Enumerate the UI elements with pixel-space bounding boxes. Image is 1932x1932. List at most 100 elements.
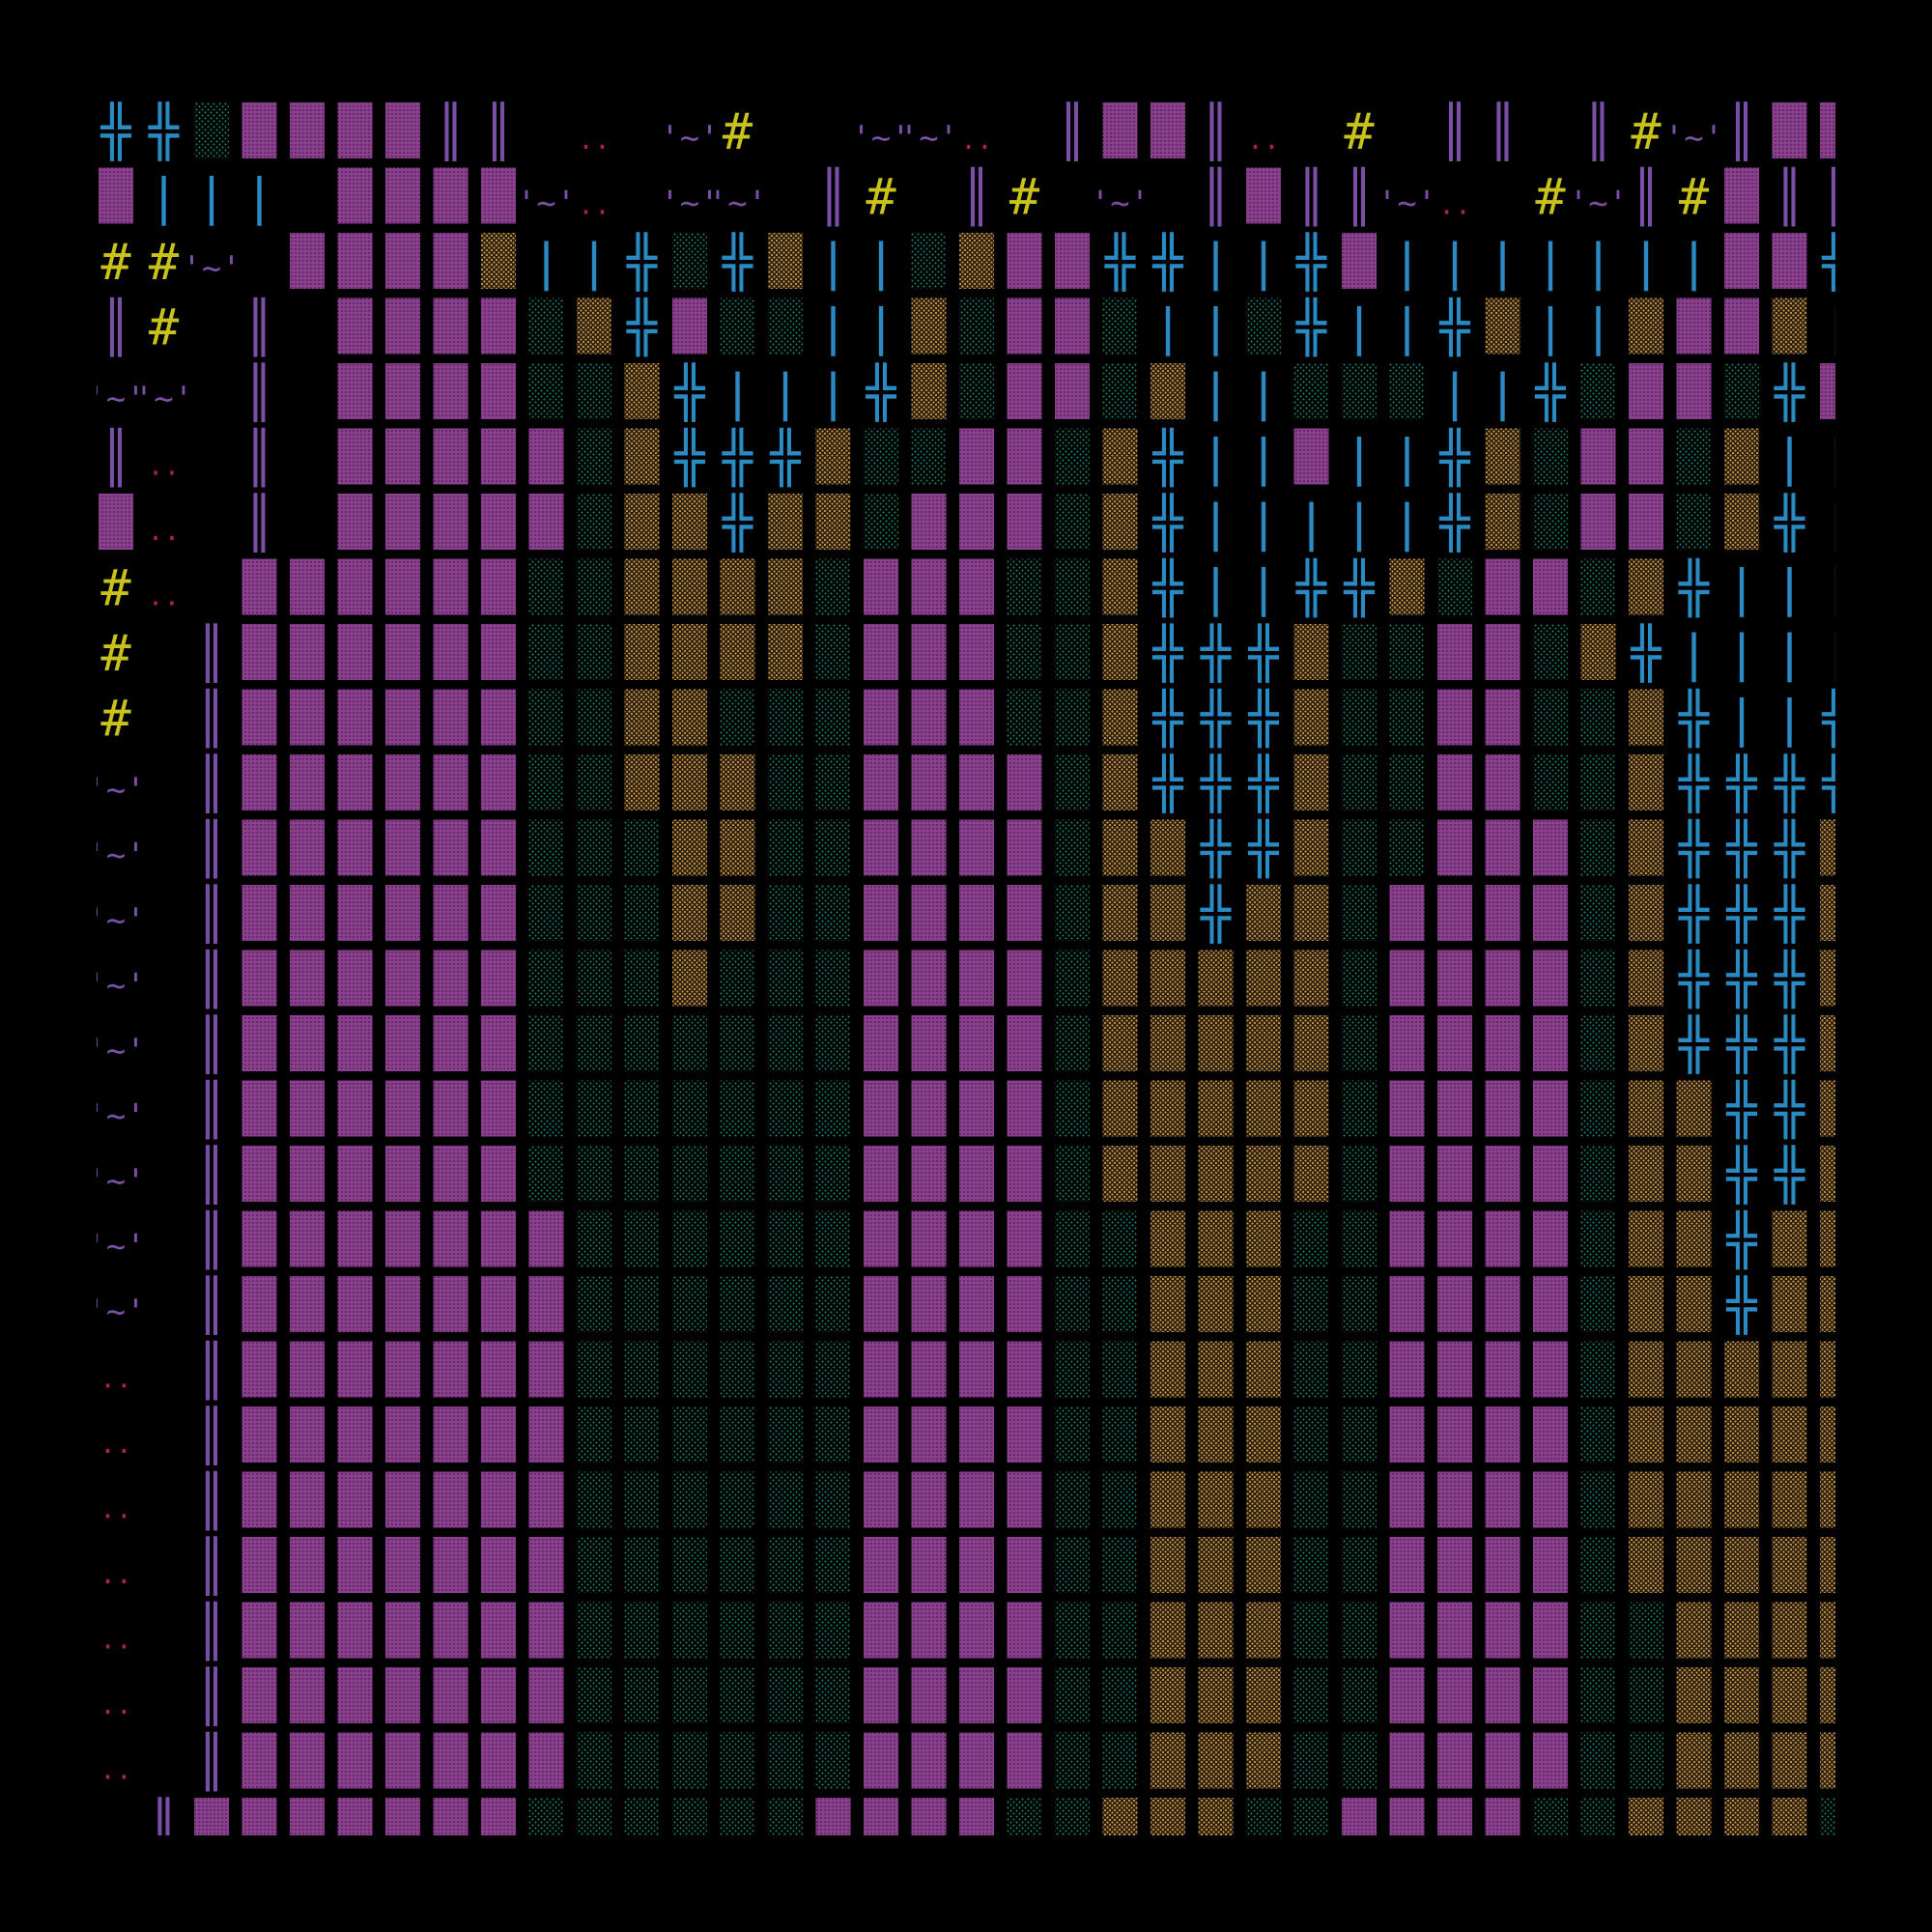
glyph-B: ╬: [1725, 884, 1758, 944]
block-magenta: [99, 167, 133, 224]
block-magenta: [1485, 819, 1520, 876]
glyph-b: |: [1439, 364, 1469, 422]
block-tan: [1820, 1080, 1835, 1137]
block-tan: [959, 233, 994, 289]
block-teal: [815, 885, 851, 941]
block-tan: [1629, 1276, 1663, 1332]
block-tan: [1246, 1732, 1281, 1789]
block-teal: [1342, 950, 1377, 1007]
block-teal: [1437, 558, 1472, 615]
block-magenta: [242, 1406, 277, 1463]
block-magenta: [1485, 689, 1520, 746]
block-teal: [577, 689, 611, 746]
block-magenta: [433, 819, 469, 876]
block-teal: [1580, 885, 1616, 941]
block-teal: [1293, 1276, 1329, 1332]
block-magenta: [1533, 1732, 1568, 1789]
block-magenta: [337, 428, 373, 485]
block-magenta: [1533, 950, 1568, 1007]
block-teal: [768, 1341, 803, 1398]
block-magenta: [911, 1471, 947, 1528]
block-teal: [1676, 494, 1712, 550]
block-magenta: [337, 102, 373, 158]
glyph-B: ╬: [1247, 623, 1280, 683]
glyph-P: ║: [244, 428, 274, 488]
glyph-B: ╬: [1247, 819, 1280, 879]
block-magenta: [1389, 1080, 1425, 1137]
block-magenta: [1437, 1406, 1472, 1463]
block-magenta: [1437, 1667, 1472, 1723]
glyph-B: ╬: [1725, 1080, 1758, 1140]
glyph-b: |: [1201, 495, 1231, 553]
block-magenta: [433, 1080, 469, 1137]
glyph-Y: #: [1009, 169, 1040, 227]
glyph-W: '~': [97, 837, 146, 875]
block-magenta: [528, 1406, 564, 1463]
block-teal: [672, 1406, 707, 1463]
block-tan: [1151, 1080, 1185, 1137]
block-magenta: [911, 1667, 947, 1723]
block-tan: [1102, 624, 1138, 680]
glyph-P: ║: [196, 623, 226, 683]
block-magenta: [1389, 1732, 1425, 1789]
block-tan: [815, 428, 851, 485]
block-teal: [720, 1146, 755, 1202]
block-teal: [528, 298, 564, 355]
block-tan: [911, 363, 947, 419]
block-teal: [1102, 1406, 1138, 1463]
block-magenta: [911, 885, 947, 941]
block-teal: [672, 1732, 707, 1789]
block-magenta: [385, 428, 420, 485]
block-magenta: [290, 1210, 325, 1267]
block-magenta: [337, 819, 373, 876]
glyph-Y: #: [1535, 169, 1566, 227]
block-magenta: [337, 363, 373, 419]
block-magenta: [1485, 558, 1520, 615]
block-magenta: [290, 1276, 325, 1332]
block-tan: [1246, 1471, 1281, 1528]
glyph-B: ╬: [1200, 689, 1233, 749]
glyph-b: |: [1822, 299, 1835, 357]
block-teal: [1342, 363, 1377, 419]
block-teal: [1102, 363, 1138, 419]
block-teal: [528, 1798, 564, 1835]
glyph-D: ..: [148, 581, 181, 612]
block-magenta: [1055, 298, 1090, 355]
glyph-W: '~': [134, 380, 193, 418]
block-magenta: [433, 1471, 469, 1528]
glyph-W: '~': [182, 249, 241, 288]
block-teal: [1293, 1602, 1329, 1659]
block-magenta: [1724, 167, 1759, 224]
block-tan: [1246, 1602, 1281, 1659]
block-magenta: [864, 819, 898, 876]
block-magenta: [385, 363, 420, 419]
block-magenta: [1389, 1537, 1425, 1593]
block-teal: [1293, 1210, 1329, 1267]
block-teal: [1389, 819, 1425, 876]
block-teal: [1342, 1210, 1377, 1267]
block-magenta: [433, 494, 469, 550]
block-tan: [1820, 1406, 1835, 1463]
glyph-W: '~': [97, 901, 146, 940]
block-teal: [672, 1471, 707, 1528]
block-magenta: [290, 819, 325, 876]
block-tan: [672, 754, 707, 810]
block-magenta: [481, 428, 516, 485]
glyph-D: ..: [99, 1689, 132, 1720]
block-magenta: [959, 1080, 994, 1137]
glyph-P: ║: [1775, 167, 1804, 227]
block-tan: [1820, 1667, 1835, 1723]
block-magenta: [911, 1537, 947, 1593]
block-magenta: [1007, 754, 1042, 810]
glyph-P: ║: [196, 1406, 226, 1465]
glyph-B: ╬: [673, 428, 706, 488]
block-magenta: [911, 1732, 947, 1789]
block-magenta: [337, 1080, 373, 1137]
block-teal: [1580, 689, 1616, 746]
block-magenta: [1437, 1276, 1472, 1332]
glyph-B: ╬: [1295, 232, 1328, 292]
block-tan: [1676, 1732, 1712, 1789]
block-tan: [1772, 1667, 1807, 1723]
block-teal: [1293, 363, 1329, 419]
block-teal: [1580, 1471, 1616, 1528]
